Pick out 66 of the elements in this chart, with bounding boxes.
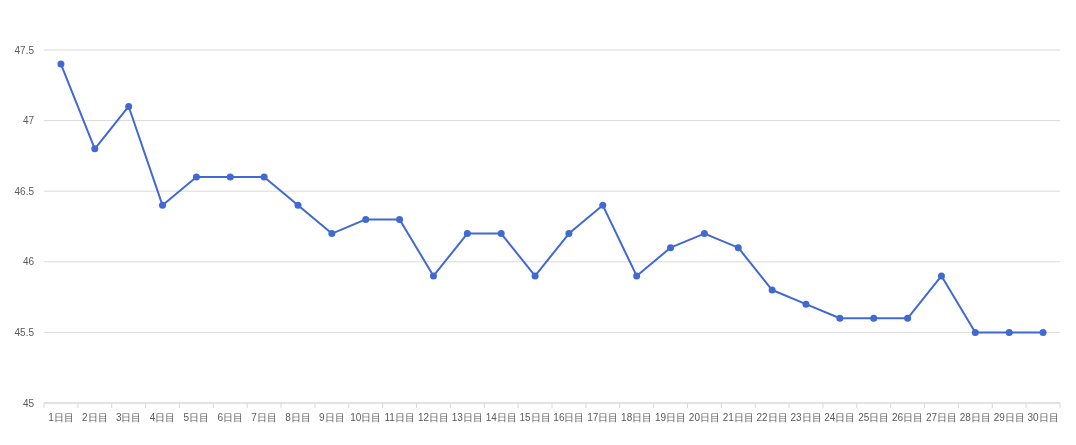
x-tick-label: 4日目 [149,412,176,423]
y-tick-label: 47.5 [14,44,35,56]
point [700,230,708,238]
point [192,173,200,181]
point [159,201,167,209]
point [1039,328,1047,336]
x-tick-label: 13日目 [451,412,483,423]
x-tick-label: 27日目 [925,412,958,423]
point [937,272,945,280]
x-tick-label: 6日目 [217,412,244,423]
x-tick-label: 1日目 [48,412,74,423]
x-tick-label: 29日目 [993,412,1025,423]
point [633,272,641,280]
point [463,230,471,238]
x-tick-label: 22日目 [756,412,788,423]
point [768,286,776,294]
point [836,314,844,322]
point [599,201,607,209]
x-tick-label: 25日目 [858,412,890,423]
x-tick-label: 19日目 [654,412,687,423]
x-tick-label: 23日目 [790,412,822,423]
point [226,173,234,181]
point [531,272,539,280]
x-tick-label: 16日目 [553,412,585,423]
point [260,173,268,181]
x-tick-label: 20日目 [688,412,720,423]
x-tick-label: 3日目 [115,412,142,423]
x-tick-label: 18日目 [621,412,653,423]
y-tick-label: 45 [22,397,35,409]
point [396,215,404,223]
x-tick-label: 5日目 [183,412,210,423]
x-tick-label: 21日目 [722,412,754,423]
x-tick-label: 30日目 [1027,412,1059,423]
point [971,328,979,336]
point [870,314,878,322]
point [497,230,505,238]
point [1005,328,1013,336]
x-tick-label: 24日目 [824,412,856,423]
point [429,272,437,280]
x-tick-label: 28日目 [959,412,991,423]
point [362,215,370,223]
x-tick-label: 12日目 [417,412,450,423]
x-tick-label: 9日目 [319,412,345,423]
point [667,244,675,252]
point [734,244,742,252]
point [565,230,573,238]
point [802,300,810,308]
x-tick-label: 26日目 [892,412,924,423]
point [125,102,133,110]
y-tick-label: 45.5 [14,326,35,338]
x-tick-label: 8日目 [285,412,311,423]
point [328,230,336,238]
x-tick-label: 17日目 [587,412,619,423]
point [91,145,99,153]
x-tick-label: 14日目 [485,412,517,423]
point [904,314,912,322]
x-tick-label: 2日目 [82,412,108,423]
x-tick-label: 10日目 [350,412,382,423]
x-tick-label: 15日目 [519,412,551,423]
point [57,60,65,68]
x-tick-label: 7日目 [251,412,277,423]
x-tick-label: 11日目 [384,412,415,423]
point [294,201,302,209]
y-tick-label: 46.5 [14,185,35,197]
y-tick-label: 47 [22,115,35,127]
y-tick-label: 46 [22,256,35,268]
